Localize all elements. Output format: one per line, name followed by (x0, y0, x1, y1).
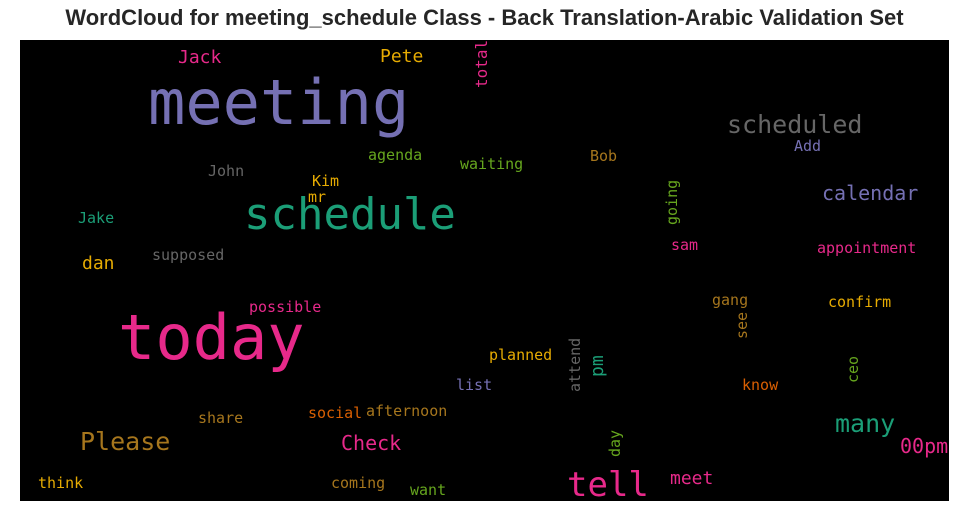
word-attend: attend (566, 338, 584, 392)
word-going: going (663, 180, 681, 225)
word-waiting: waiting (460, 155, 523, 173)
word-pete: Pete (380, 46, 423, 67)
word-please: Please (80, 427, 170, 456)
word-meeting: meeting (148, 66, 409, 139)
word-mr: mr (308, 188, 326, 206)
word-scheduled: scheduled (727, 110, 862, 139)
word-tell: tell (567, 465, 649, 501)
word-sam: sam (671, 236, 698, 254)
word-kim: Kim (312, 172, 339, 190)
word-agenda: agenda (368, 146, 422, 164)
word-00pm: 00pm (900, 434, 948, 458)
word-social: social (308, 404, 362, 422)
word-jake: Jake (78, 209, 114, 227)
word-today: today (118, 301, 305, 374)
word-many: many (835, 409, 895, 438)
word-jack: Jack (178, 47, 222, 68)
word-planned: planned (489, 346, 552, 364)
word-want: want (410, 481, 446, 499)
word-bob: Bob (590, 147, 617, 165)
word-supposed: supposed (152, 246, 224, 264)
word-add: Add (794, 137, 821, 155)
word-coming: coming (331, 474, 385, 492)
word-john: John (208, 162, 244, 180)
word-gang: gang (712, 291, 748, 309)
word-confirm: confirm (828, 293, 891, 311)
word-share: share (198, 409, 243, 427)
word-list: list (456, 376, 492, 394)
word-know: know (742, 376, 779, 394)
wordcloud-panel: meeting today schedule tell scheduled Please m… (20, 40, 949, 501)
word-ceo: ceo (844, 356, 862, 383)
word-calendar: calendar (822, 181, 918, 205)
word-schedule: schedule (244, 189, 456, 240)
chart-title: WordCloud for meeting_schedule Class - B… (65, 5, 904, 30)
word-possible: possible (249, 298, 321, 316)
word-total: total (472, 40, 491, 88)
word-see: see (733, 312, 751, 339)
word-meet: meet (670, 468, 713, 489)
word-day: day (606, 430, 624, 457)
word-afternoon: afternoon (366, 402, 447, 420)
word-pm: pm (587, 355, 608, 377)
word-check: Check (341, 431, 401, 455)
word-think: think (38, 474, 83, 492)
word-appointment: appointment (817, 239, 916, 257)
wordcloud-canvas: meeting today schedule tell scheduled Please m… (38, 40, 948, 501)
word-dan: dan (82, 253, 115, 274)
